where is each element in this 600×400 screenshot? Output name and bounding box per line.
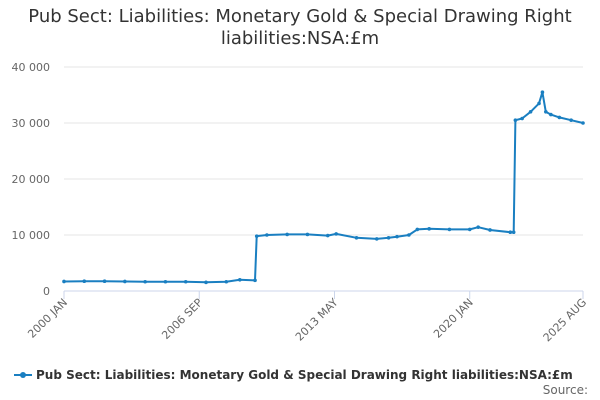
data-point	[334, 232, 338, 236]
data-point	[415, 227, 420, 232]
data-point	[540, 90, 545, 94]
data-point	[62, 279, 66, 284]
data-point	[374, 237, 379, 241]
y-tick-label: 0	[43, 285, 50, 298]
data-point	[253, 278, 257, 283]
data-point	[476, 225, 480, 229]
data-point	[143, 279, 147, 284]
x-tick-label: 2006 SEP	[159, 296, 205, 342]
y-tick-label: 10 000	[12, 229, 51, 242]
data-point	[163, 279, 168, 284]
data-point	[254, 234, 259, 238]
data-point	[386, 236, 391, 240]
data-point	[395, 234, 399, 239]
data-point	[537, 101, 541, 106]
data-point	[265, 233, 269, 237]
data-point	[549, 112, 553, 117]
data-point	[467, 227, 472, 232]
data-point	[305, 232, 310, 237]
x-tick-label: 2013 MAY	[293, 296, 341, 344]
y-tick-label: 20 000	[12, 173, 51, 186]
source-label: Source:	[542, 383, 588, 397]
data-point	[569, 118, 573, 122]
y-tick-label: 40 000	[12, 61, 51, 74]
data-point	[508, 230, 513, 234]
legend-series-label: Pub Sect: Liabilities: Monetary Gold & S…	[36, 368, 573, 382]
data-point	[354, 236, 359, 240]
y-tick-label: 30 000	[12, 117, 51, 130]
chart-title-line-1: Pub Sect: Liabilities: Monetary Gold & S…	[28, 6, 572, 27]
data-point	[427, 227, 431, 231]
series-line	[63, 91, 584, 284]
data-point	[447, 227, 452, 232]
x-tick-label: 2025 AUG	[541, 296, 590, 345]
data-point	[528, 110, 533, 114]
data-point	[204, 280, 208, 285]
data-point	[82, 279, 87, 284]
data-point	[102, 279, 107, 284]
data-point	[520, 116, 524, 121]
data-point	[224, 279, 229, 284]
x-tick-label: 2000 JAN	[25, 296, 70, 341]
data-point	[123, 279, 127, 284]
x-tick-label: 2020 JAN	[431, 296, 476, 341]
data-point	[238, 278, 242, 282]
data-point	[325, 233, 330, 238]
data-point	[544, 110, 548, 114]
data-point	[557, 115, 562, 120]
data-point	[581, 121, 585, 125]
data-point	[513, 118, 518, 122]
legend-series-marker	[14, 369, 32, 381]
chart-title: Pub Sect: Liabilities: Monetary Gold & S…	[0, 6, 600, 50]
data-point	[407, 233, 411, 237]
chart-title-line-2: liabilities:NSA:£m	[220, 28, 380, 49]
data-point	[285, 232, 289, 237]
data-point	[488, 228, 492, 232]
data-point	[511, 230, 516, 234]
data-point	[183, 279, 188, 284]
legend[interactable]: Pub Sect: Liabilities: Monetary Gold & S…	[14, 367, 573, 383]
